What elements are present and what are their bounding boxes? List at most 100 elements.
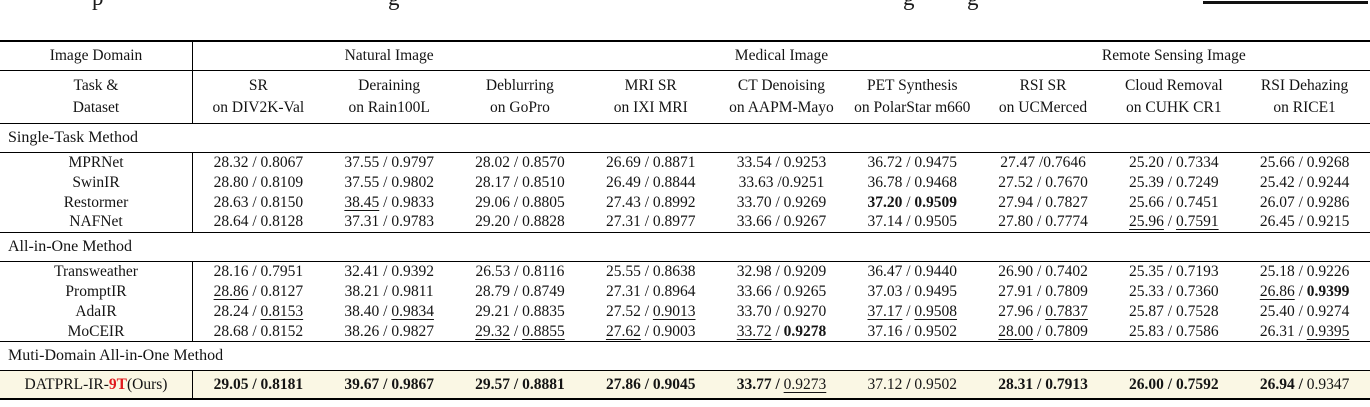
ssim-value: 0.7586 bbox=[1175, 322, 1219, 340]
value-separator: / bbox=[1033, 322, 1046, 340]
psnr-value: 37.55 bbox=[344, 173, 380, 191]
psnr-value: 26.07 bbox=[1259, 193, 1295, 211]
psnr-value: 28.00 bbox=[998, 322, 1034, 340]
ssim-value: 0.8992 bbox=[652, 193, 696, 211]
domain-group-header: Natural Image bbox=[344, 47, 434, 64]
metric-cell: 28.17 / 0.8510 bbox=[455, 173, 586, 193]
psnr-value: 37.31 bbox=[344, 213, 380, 231]
ssim-value: 0.9392 bbox=[391, 263, 434, 281]
psnr-value: 37.12 bbox=[867, 376, 903, 394]
metric-cell: 28.64 / 0.8128 bbox=[193, 212, 324, 232]
value-separator: / bbox=[1294, 282, 1307, 300]
value-separator: / bbox=[771, 376, 784, 394]
psnr-value: 27.52 bbox=[605, 302, 641, 320]
metric-cell: 27.43 / 0.8992 bbox=[585, 193, 716, 213]
metric-cell: 25.87 / 0.7528 bbox=[1108, 302, 1239, 322]
metric-cell: 27.52 / 0.7670 bbox=[978, 173, 1109, 193]
value-separator: / bbox=[1033, 302, 1046, 320]
value-separator: / bbox=[640, 173, 653, 191]
metric-cell: 25.83 / 0.7586 bbox=[1108, 322, 1239, 342]
value-separator: / bbox=[902, 173, 915, 191]
ssim-value: 0.7591 bbox=[1175, 213, 1219, 231]
psnr-value: 28.31 bbox=[998, 376, 1034, 394]
psnr-value: 26.31 bbox=[1259, 322, 1295, 340]
psnr-value: 38.45 bbox=[344, 193, 380, 211]
metric-cell: 26.00 / 0.7592 bbox=[1108, 371, 1239, 398]
metric-cell: 33.54 / 0.9253 bbox=[716, 153, 847, 173]
value-separator: / bbox=[379, 322, 392, 340]
metric-cell: 36.78 / 0.9468 bbox=[847, 173, 978, 193]
ssim-value: 0.9502 bbox=[914, 376, 958, 394]
ssim-value: 0.9502 bbox=[914, 322, 958, 340]
metric-cell: 27.62 / 0.9003 bbox=[585, 322, 716, 342]
table-row: MoCEIR 28.68 / 0.8152 38.26 / 0.9827 29.32 … bbox=[0, 321, 1370, 343]
ssim-value: 0.9797 bbox=[391, 154, 434, 171]
metric-cell: 25.39 / 0.7249 bbox=[1108, 173, 1239, 193]
ssim-value: 0.8109 bbox=[260, 173, 304, 191]
ssim-value: 0.7809 bbox=[1045, 282, 1088, 300]
task-header: Deblurring on GoPro bbox=[485, 77, 554, 116]
metric-cell: 33.72 / 0.9278 bbox=[716, 322, 847, 342]
value-separator: / bbox=[771, 213, 784, 231]
value-separator: / bbox=[1163, 302, 1176, 320]
metric-cell: 28.32 / 0.8067 bbox=[193, 153, 324, 173]
value-separator: / bbox=[1294, 302, 1307, 320]
ssim-value: 0.7774 bbox=[1045, 213, 1088, 231]
psnr-value: 28.64 bbox=[213, 213, 249, 231]
value-separator: / bbox=[379, 376, 392, 394]
value-separator: / bbox=[510, 213, 523, 231]
metric-cell: 26.53 / 0.8116 bbox=[455, 262, 586, 282]
value-separator: / bbox=[1163, 193, 1176, 211]
value-separator: / bbox=[1035, 154, 1044, 171]
ssim-value: 0.8881 bbox=[522, 376, 565, 394]
value-separator: / bbox=[1033, 193, 1046, 211]
value-separator: / bbox=[248, 213, 261, 231]
psnr-value: 25.35 bbox=[1129, 263, 1164, 281]
psnr-value: 27.94 bbox=[998, 193, 1034, 211]
method-name-highlight: 9T bbox=[108, 376, 127, 394]
psnr-value: 26.94 bbox=[1259, 376, 1295, 394]
ssim-value: 0.7592 bbox=[1175, 376, 1219, 394]
psnr-value: 25.66 bbox=[1129, 193, 1164, 211]
value-separator: / bbox=[902, 322, 915, 340]
metric-cell: 26.49 / 0.8844 bbox=[585, 173, 716, 193]
metric-cell: 37.31 / 0.9783 bbox=[324, 212, 455, 232]
psnr-value: 25.66 bbox=[1259, 154, 1295, 171]
value-separator: / bbox=[1163, 154, 1176, 171]
psnr-value: 38.21 bbox=[344, 282, 380, 300]
psnr-value: 27.52 bbox=[998, 173, 1034, 191]
value-separator: / bbox=[379, 263, 392, 281]
psnr-value: 28.79 bbox=[475, 282, 511, 300]
caption-glyph-fragment: p bbox=[92, 0, 104, 11]
ssim-value: 0.8152 bbox=[260, 322, 304, 340]
ssim-value: 0.9244 bbox=[1306, 173, 1350, 191]
value-separator: / bbox=[379, 154, 392, 171]
psnr-value: 26.00 bbox=[1129, 376, 1164, 394]
psnr-value: 29.20 bbox=[475, 213, 511, 231]
method-name: MPRNet bbox=[0, 153, 193, 173]
psnr-value: 25.33 bbox=[1129, 282, 1164, 300]
method-name-part: (Ours) bbox=[127, 376, 168, 394]
task-header: Cloud Removal on CUHK CR1 bbox=[1124, 77, 1223, 116]
psnr-value: 29.21 bbox=[475, 302, 511, 320]
ssim-value: 0.9833 bbox=[391, 193, 434, 211]
table-row: NAFNet 28.64 / 0.8128 37.31 / 0.9783 29.20 … bbox=[0, 212, 1370, 234]
task-header: RSI SR on UCMerced bbox=[998, 77, 1088, 116]
value-separator: / bbox=[1294, 376, 1307, 394]
psnr-value: 33.72 bbox=[736, 322, 772, 340]
ssim-value: 0.8150 bbox=[260, 193, 304, 211]
value-separator: / bbox=[902, 302, 915, 320]
ssim-value: 0.8181 bbox=[260, 376, 304, 394]
ssim-value: 0.9215 bbox=[1306, 213, 1350, 231]
method-name: NAFNet bbox=[0, 212, 193, 233]
ssim-value: 0.8964 bbox=[652, 282, 696, 300]
ssim-value: 0.7913 bbox=[1045, 376, 1088, 394]
metric-cell: 28.00 / 0.7809 bbox=[978, 322, 1109, 342]
value-separator: / bbox=[510, 302, 523, 320]
method-name: Transweather bbox=[0, 262, 193, 282]
ssim-value: 0.7360 bbox=[1175, 282, 1219, 300]
value-separator: / bbox=[510, 173, 523, 191]
value-separator: / bbox=[510, 263, 523, 281]
table-row: DATPRL-IR- 9T (Ours) 29.05 / 0.8181 39.67 /… bbox=[0, 371, 1370, 399]
caption-glyph-fragment: g bbox=[388, 0, 400, 11]
